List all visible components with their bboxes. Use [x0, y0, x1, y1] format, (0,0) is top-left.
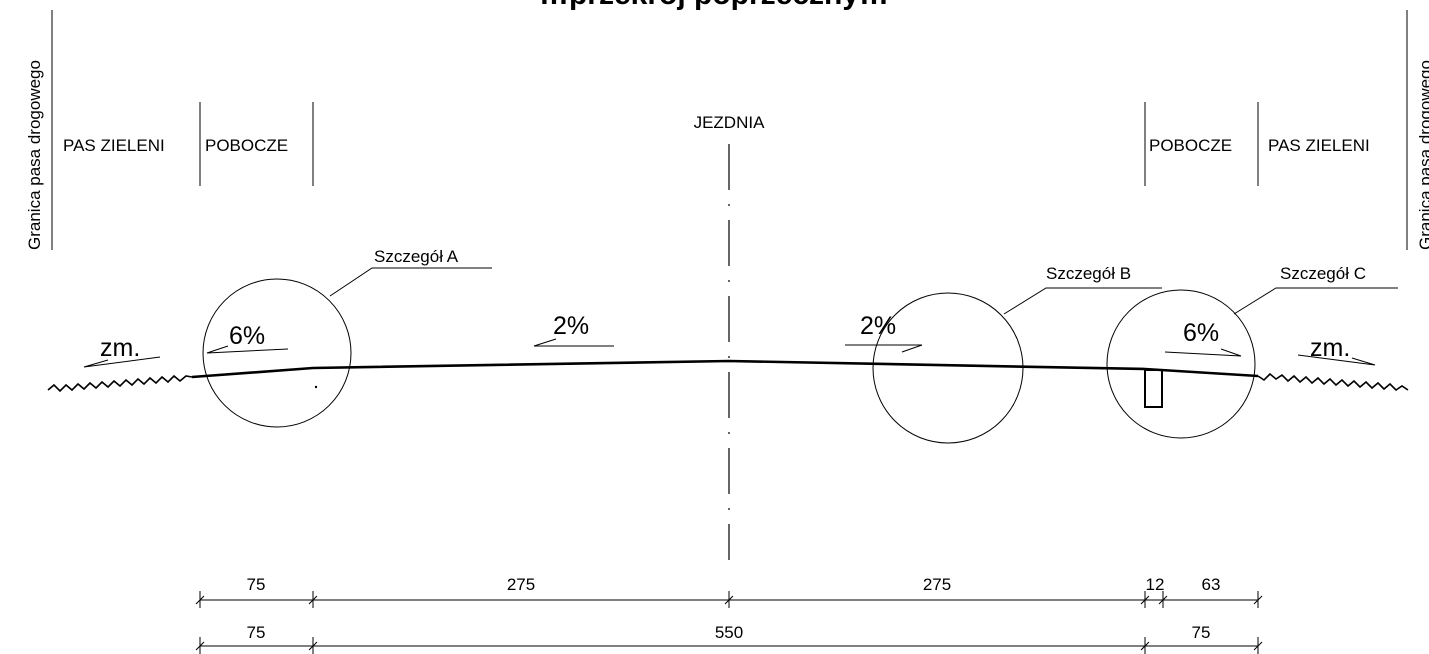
right-shoulder-label: POBOCZE: [1149, 136, 1232, 155]
dimension-tick: [195, 641, 205, 651]
detail-c-label: Szczegół C: [1280, 264, 1366, 283]
dimension-row-1: 75 275 275 12 63: [195, 575, 1263, 608]
dimension-tick: [308, 641, 318, 651]
dimension-tick: [1253, 595, 1263, 605]
left-lane-slope-label: 2%: [553, 312, 589, 340]
detail-a-label: Szczegół A: [374, 247, 459, 266]
dimension-tick: [1253, 641, 1263, 651]
dimension-value: 75: [247, 575, 266, 594]
dimension-tick: [724, 595, 734, 605]
left-shoulder-slope-label: 6%: [229, 322, 265, 350]
detail-c-leader: [1233, 287, 1398, 315]
dimension-tick: [308, 595, 318, 605]
right-green-label: PAS ZIELENI: [1268, 136, 1370, 155]
left-lane-slope-arrow: [533, 338, 614, 347]
detail-b-label: Szczegół B: [1046, 264, 1131, 283]
left-green-label: PAS ZIELENI: [63, 136, 165, 155]
drawing-title: …przekrój poprzeczny…: [539, 0, 889, 11]
detail-b-leader: [1003, 287, 1162, 315]
right-lane-slope-label: 2%: [860, 312, 896, 340]
left-shoulder-label: POBOCZE: [205, 136, 288, 155]
right-lane-slope-arrow: [845, 344, 923, 353]
detail-b-circle: [872, 292, 1024, 444]
dimension-value: 75: [247, 623, 266, 642]
right-verge-slope-arrow: [1297, 354, 1376, 366]
dimension-value: 275: [923, 575, 951, 594]
dimension-value: 550: [715, 623, 743, 642]
dimension-value: 275: [507, 575, 535, 594]
left-boundary-label: Granica pasa drogowego: [25, 60, 44, 250]
detail-a-leader: [329, 267, 492, 297]
left-verge-slope-arrow: [83, 356, 161, 368]
right-terrain-zigzag: [1257, 372, 1409, 392]
detail-a-circle: [202, 278, 352, 428]
dimension-value: 75: [1192, 623, 1211, 642]
right-shoulder-slope-arrow: [1164, 348, 1242, 357]
left-verge-slope-label: zm.: [100, 334, 140, 362]
detail-c-circle: [1106, 289, 1256, 439]
road-surface-profile: [191, 359, 1259, 379]
dimension-value: 12: [1146, 575, 1165, 594]
curb: [1144, 369, 1163, 408]
right-shoulder-slope-label: 6%: [1183, 319, 1219, 347]
right-boundary-label: Granica pasa drogowego: [1416, 60, 1429, 250]
dimension-tick: [1158, 595, 1168, 605]
dimension-row-2: 75 550 75: [195, 623, 1263, 654]
carriageway-label: JEZDNIA: [694, 113, 766, 132]
dimension-tick: [195, 595, 205, 605]
left-shoulder-slope-arrow: [206, 345, 289, 354]
dimension-tick: [1140, 595, 1150, 605]
left-terrain-zigzag: [47, 374, 193, 393]
dimension-tick: [1140, 641, 1150, 651]
dimension-value: 63: [1202, 575, 1221, 594]
survey-point: [314, 385, 318, 389]
